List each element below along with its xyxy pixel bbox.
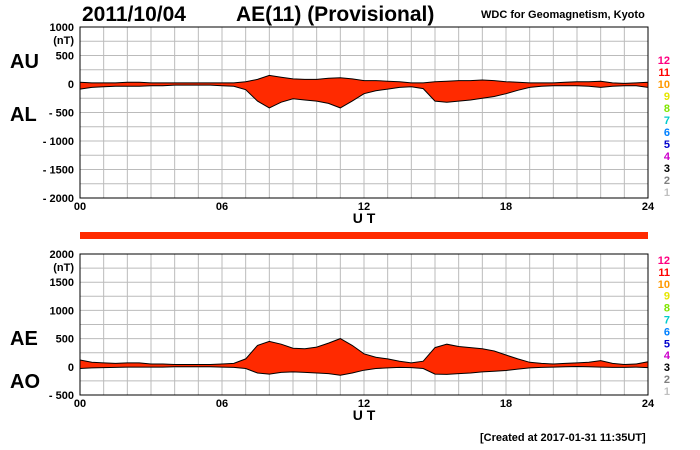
x-tick-label: 00 — [74, 398, 86, 410]
chart-title: AE(11) (Provisional) — [236, 3, 435, 26]
station-count-label: 2 — [664, 374, 670, 386]
station-count-label: 6 — [664, 326, 670, 338]
y-tick-label: 1000 — [50, 305, 74, 317]
station-count-label: 8 — [664, 103, 670, 115]
station-count-label: 8 — [664, 303, 670, 315]
series-label-au: AU — [10, 51, 39, 73]
created-timestamp: [Created at 2017-01-31 11:35UT] — [480, 432, 646, 444]
data-availability-bar — [80, 232, 648, 239]
station-count-label: 7 — [664, 315, 670, 327]
chart-date: 2011/10/04 — [82, 3, 186, 26]
y-tick-label: 2000 — [50, 249, 74, 261]
station-count-label: 1 — [664, 386, 670, 398]
x-tick-label: 00 — [74, 201, 86, 213]
y-tick-label: 500 — [56, 51, 74, 63]
x-tick-label: 24 — [642, 201, 655, 213]
y-tick-label: - 1500 — [43, 165, 74, 177]
plot-frame — [79, 26, 649, 199]
x-tick-label: 06 — [216, 398, 228, 410]
y-tick-label: - 500 — [49, 108, 74, 120]
y-tick-label: 1500 — [50, 277, 74, 289]
station-count-label: 12 — [658, 255, 670, 267]
y-unit-label: (nT) — [53, 35, 74, 47]
station-count-label: 9 — [664, 291, 670, 303]
data-source-label: WDC for Geomagnetism, Kyoto — [481, 9, 645, 21]
station-count-label: 10 — [658, 79, 670, 91]
station-count-label: 4 — [664, 151, 671, 163]
y-tick-label: 0 — [68, 362, 74, 374]
y-tick-label: 1000 — [50, 22, 74, 34]
station-count-label: 2 — [664, 175, 670, 187]
series-label-ae: AE — [10, 328, 38, 350]
x-tick-label: 18 — [500, 201, 512, 213]
station-count-label: 11 — [658, 267, 670, 279]
station-count-label: 9 — [664, 91, 670, 103]
station-count-label: 3 — [664, 163, 670, 175]
data-area-ae-ao — [80, 338, 648, 376]
station-count-label: 5 — [664, 139, 670, 151]
y-unit-label: (nT) — [53, 262, 74, 274]
y-tick-label: 500 — [56, 334, 74, 346]
y-tick-label: - 500 — [49, 390, 74, 402]
y-tick-label: 0 — [68, 79, 74, 91]
station-count-label: 10 — [658, 279, 670, 291]
panel-0 — [79, 26, 649, 199]
panel-1 — [79, 253, 649, 396]
series-line-al — [79, 84, 649, 109]
x-tick-label: 06 — [216, 201, 228, 213]
x-tick-label: 18 — [500, 398, 512, 410]
plot-frame — [79, 253, 649, 396]
station-count-label: 12 — [658, 55, 670, 67]
x-tick-label: 12 — [358, 398, 370, 410]
station-count-label: 5 — [664, 338, 670, 350]
series-line-ae — [79, 338, 649, 366]
x-axis-label: U T — [353, 210, 376, 226]
station-count-label: 6 — [664, 127, 670, 139]
station-count-label: 4 — [664, 350, 671, 362]
station-count-label: 7 — [664, 115, 670, 127]
series-line-au — [79, 74, 649, 84]
station-count-label: 11 — [658, 67, 670, 79]
y-tick-label: - 1000 — [43, 136, 74, 148]
series-label-ao: AO — [10, 371, 40, 393]
data-area-au-al — [80, 75, 648, 108]
x-tick-label: 24 — [642, 398, 655, 410]
series-label-al: AL — [10, 104, 37, 126]
series-line-ao — [79, 365, 649, 376]
station-count-label: 1 — [664, 187, 670, 199]
x-axis-label: U T — [353, 407, 376, 423]
y-tick-label: - 2000 — [43, 193, 74, 205]
x-tick-label: 12 — [358, 201, 370, 213]
station-count-label: 3 — [664, 362, 670, 374]
